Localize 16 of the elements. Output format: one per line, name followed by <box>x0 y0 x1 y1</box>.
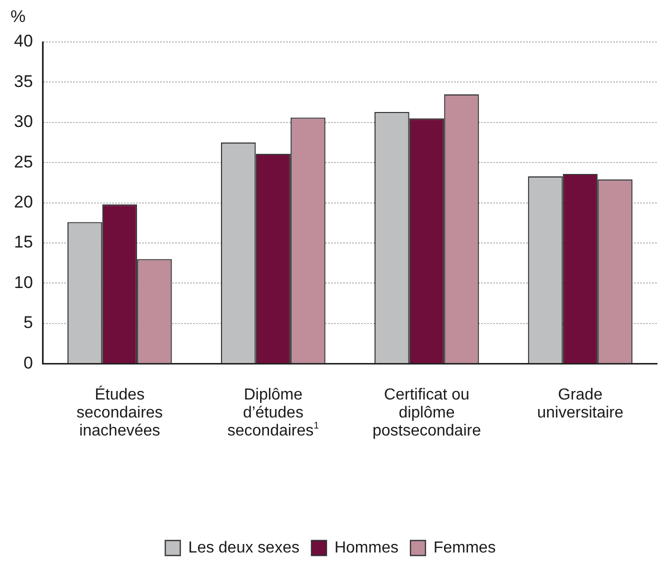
legend-label: Hommes <box>334 539 398 556</box>
y-tick-label: 25 <box>14 152 33 172</box>
y-tick-label: 0 <box>23 353 33 372</box>
legend-label: Femmes <box>433 539 496 556</box>
y-tick-label: 35 <box>14 72 33 91</box>
y-tick-label: 30 <box>14 112 33 132</box>
legend-label: Les deux sexes <box>188 539 300 556</box>
x-tick-label: Grade universitaire <box>537 386 624 422</box>
y-tick-label: 5 <box>23 313 33 332</box>
y-axis-title: % <box>10 7 26 26</box>
y-tick-label: 20 <box>14 192 33 212</box>
y-tick-label: 15 <box>14 232 33 252</box>
y-tick-label: 40 <box>14 32 33 51</box>
x-tick-label: Certificat ou diplôme postsecondaire <box>372 386 482 440</box>
y-tick-label: 10 <box>14 272 33 292</box>
x-tick-label: Études secondaires inachevées <box>76 386 163 440</box>
